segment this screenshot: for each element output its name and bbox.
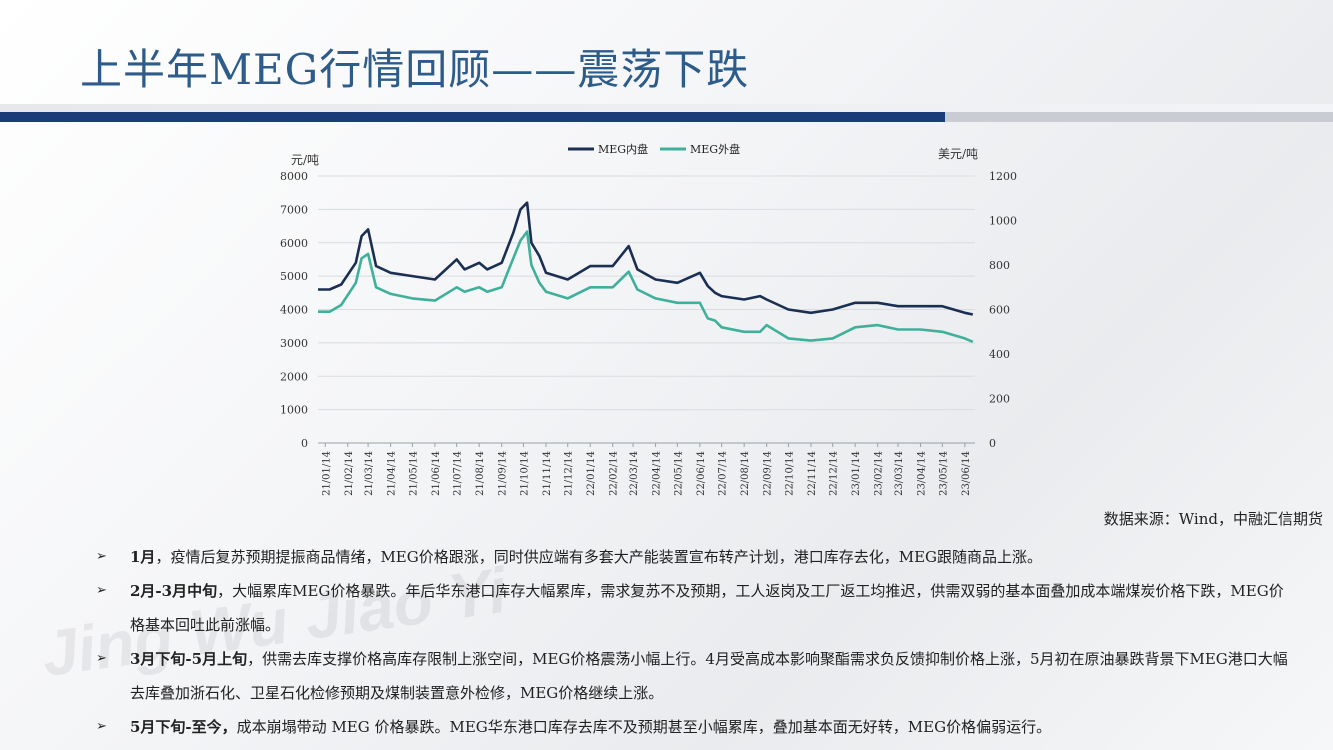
- header-band-dark: [0, 112, 945, 122]
- x-tick-label: 22/11/14: [807, 451, 818, 496]
- right-tick-label: 1200: [989, 170, 1017, 183]
- left-tick-label: 2000: [280, 370, 308, 383]
- bullet-heading: 2月-3月中旬: [130, 582, 218, 600]
- left-axis-unit-label: 元/吨: [291, 153, 319, 167]
- right-tick-label: 0: [989, 437, 996, 450]
- bullet-heading: 5月下旬-至今，: [130, 718, 237, 736]
- x-tick-label: 23/04/14: [917, 451, 928, 496]
- x-tick-label: 21/01/14: [321, 451, 332, 496]
- right-tick-label: 1000: [989, 215, 1017, 228]
- series-line-meg-foreign: [318, 230, 974, 343]
- right-axis-unit-label: 美元/吨: [938, 147, 978, 161]
- bullet-text: ，疫情后复苏预期提振商品情绪，MEG价格跟涨，同时供应端有多套大产能装置宣布转产…: [155, 548, 1043, 566]
- bullet-item: ➢ 1月，疫情后复苏预期提振商品情绪，MEG价格跟涨，同时供应端有多套大产能装置…: [96, 540, 1296, 574]
- x-tick-label: 22/10/14: [784, 451, 795, 496]
- price-line-chart: 0 1000 2000 3000 4000 5000 6000 7000 8000 0 200 400…: [280, 142, 1017, 496]
- bullet-heading: 1月: [130, 548, 156, 566]
- bullet-text: ，供需去库支撑价格高库存限制上涨空间，MEG价格震荡小幅上行。4月受高成本影响聚…: [130, 650, 1288, 702]
- bullet-text: 成本崩塌带动 MEG 价格暴跌。MEG华东港口库存去库不及预期甚至小幅累库，叠加…: [236, 718, 1052, 736]
- slide-title: 上半年MEG行情回顾——震荡下跌: [80, 45, 750, 94]
- x-tick-label: 21/05/14: [408, 451, 419, 496]
- arrow-bullet-icon: ➢: [96, 651, 107, 666]
- x-tick-label: 21/04/14: [387, 451, 398, 496]
- x-tick-label: 23/06/14: [961, 451, 972, 496]
- x-tick-label: 23/01/14: [851, 451, 862, 496]
- header-fade: [0, 104, 1333, 112]
- x-tick-label: 21/02/14: [344, 451, 355, 496]
- x-tick-label: 22/04/14: [652, 451, 663, 496]
- left-tick-label: 7000: [280, 203, 308, 216]
- bullet-item: ➢ 3月下旬-5月上旬，供需去库支撑价格高库存限制上涨空间，MEG价格震荡小幅上…: [96, 642, 1296, 710]
- left-tick-label: 4000: [280, 304, 308, 317]
- bullet-item: ➢ 5月下旬-至今，成本崩塌带动 MEG 价格暴跌。MEG华东港口库存去库不及预…: [96, 710, 1296, 744]
- x-tick-label: 22/01/14: [586, 451, 597, 496]
- x-tick-label: 22/06/14: [696, 451, 707, 496]
- x-tick-label: 22/02/14: [609, 451, 620, 496]
- x-tick-label: 22/03/14: [629, 451, 640, 496]
- series-line-meg-domestic: [318, 201, 974, 316]
- x-tick-label: 21/12/14: [564, 451, 575, 496]
- x-tick-label: 21/06/14: [431, 451, 442, 496]
- x-tick-label: 23/02/14: [874, 451, 885, 496]
- x-tick-label: 22/08/14: [740, 451, 751, 496]
- left-tick-label: 6000: [280, 237, 308, 250]
- bullet-item: ➢ 2月-3月中旬，大幅累库MEG价格暴跌。年后华东港口库存大幅累库，需求复苏不…: [96, 574, 1296, 642]
- bullet-list: ➢ 1月，疫情后复苏预期提振商品情绪，MEG价格跟涨，同时供应端有多套大产能装置…: [96, 540, 1296, 744]
- arrow-bullet-icon: ➢: [96, 583, 107, 598]
- x-tick-label: 21/03/14: [364, 451, 375, 496]
- header-band-light: [945, 112, 1333, 122]
- right-tick-label: 200: [989, 393, 1010, 406]
- x-tick-label: 22/12/14: [829, 451, 840, 496]
- bullet-heading: 3月下旬-5月上旬: [130, 650, 248, 668]
- x-tick-label: 23/05/14: [938, 451, 949, 496]
- bullet-text: ，大幅累库MEG价格暴跌。年后华东港口库存大幅累库，需求复苏不及预期，工人返岗及…: [130, 582, 1284, 634]
- x-tick-label: 21/08/14: [475, 451, 486, 496]
- x-tick-label: 21/11/14: [542, 451, 553, 496]
- left-tick-label: 0: [301, 437, 308, 450]
- right-tick-label: 400: [989, 348, 1010, 361]
- data-source: 数据来源：Wind，中融汇信期货: [1103, 510, 1323, 528]
- legend-label: MEG外盘: [690, 142, 740, 156]
- left-tick-label: 3000: [280, 337, 308, 350]
- x-tick-label: 22/05/14: [673, 451, 684, 496]
- x-tick-label: 22/07/14: [718, 451, 729, 496]
- arrow-bullet-icon: ➢: [96, 549, 107, 564]
- left-tick-label: 1000: [280, 404, 308, 417]
- x-tick-label: 21/07/14: [453, 451, 464, 496]
- left-tick-label: 8000: [280, 170, 308, 183]
- left-tick-label: 5000: [280, 270, 308, 283]
- right-tick-label: 800: [989, 259, 1010, 272]
- x-tick-label: 21/09/14: [498, 451, 509, 496]
- legend-label: MEG内盘: [598, 142, 648, 156]
- x-tick-label: 21/10/14: [519, 451, 530, 496]
- right-tick-label: 600: [989, 304, 1010, 317]
- arrow-bullet-icon: ➢: [96, 719, 107, 734]
- x-tick-label: 23/03/14: [894, 451, 905, 496]
- x-tick-label: 22/09/14: [763, 451, 774, 496]
